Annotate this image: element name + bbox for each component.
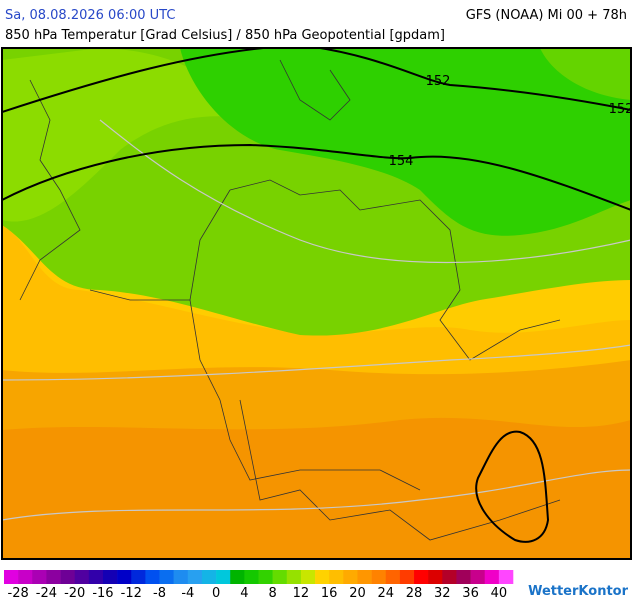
colorbar-tick-label: 8 [268, 586, 276, 600]
colorbar-tick-label: 40 [491, 586, 508, 600]
colorbar-swatch [88, 570, 104, 584]
colorbar-tick-label: -20 [64, 586, 85, 600]
subtitle: 850 hPa Temperatur [Grad Celsius] / 850 … [5, 28, 445, 43]
brand-logo: WetterKontor [528, 584, 629, 599]
colorbar-swatch [456, 570, 471, 584]
colorbar-swatch [173, 570, 189, 584]
colorbar-swatch [300, 570, 316, 584]
colorbar-swatch [258, 570, 273, 584]
model-run: GFS (NOAA) Mi 00 + 78h [466, 8, 627, 23]
isotherms [2, 119, 631, 521]
colorbar-tick-label: 16 [321, 586, 338, 600]
colorbar-tick-label: -4 [181, 586, 194, 600]
colorbar-swatch [442, 570, 457, 584]
colorbar-swatch [385, 570, 401, 584]
colorbar-swatch [428, 570, 443, 584]
contour-label: 152 [609, 102, 633, 117]
colorbar-swatch [74, 570, 90, 584]
temp-region [2, 417, 631, 559]
colorbar-swatch [230, 570, 245, 584]
colorbar-tick-label: -12 [121, 586, 142, 600]
colorbar-tick-label: 24 [377, 586, 394, 600]
colorbar-swatch [60, 570, 75, 584]
contour-label: 152 [426, 74, 451, 89]
temp-region [180, 48, 631, 236]
colorbar-swatch [187, 570, 203, 584]
colorbar-swatch [371, 570, 387, 584]
colorbar-swatch [145, 570, 160, 584]
map: 152 152 154 [1, 47, 633, 560]
colorbar-swatch [117, 570, 132, 584]
colorbar-tick-label: -8 [153, 586, 166, 600]
colorbar-swatch [46, 570, 61, 584]
colorbar-swatch [329, 570, 344, 584]
map-frame [1, 47, 632, 560]
colorbar-swatch [32, 570, 47, 584]
colorbar-tick-label: 36 [462, 586, 479, 600]
colorbar-swatch [286, 570, 302, 584]
colorbar-tick-label: -28 [8, 586, 29, 600]
colorbar-swatch [414, 570, 429, 584]
colorbar: -28 -24 -20 -16 -12 -8 -4 0 4 8 12 16 20 24 28 32 36 40 [4, 570, 514, 600]
geopotential-contours [2, 48, 631, 543]
colorbar-swatch [399, 570, 415, 584]
colorbar-tick-label: 4 [240, 586, 248, 600]
colorbar-tick-label: 28 [406, 586, 423, 600]
colorbar-swatch [131, 570, 146, 584]
contour-label: 154 [389, 154, 414, 169]
colorbar-swatch [201, 570, 217, 584]
temp-region [540, 48, 631, 100]
colorbar-tick-label: 32 [434, 586, 451, 600]
colorbar-swatch [159, 570, 174, 584]
colorbar-swatch [102, 570, 118, 584]
colorbar-swatch [470, 570, 486, 584]
colorbar-swatch [343, 570, 358, 584]
colorbar-tick-label: -16 [92, 586, 113, 600]
colorbar-swatch [4, 570, 19, 584]
colorbar-swatch [216, 570, 231, 584]
colorbar-tick-label: -24 [36, 586, 57, 600]
colorbar-tick-label: 0 [212, 586, 220, 600]
colorbar-swatch [484, 570, 500, 584]
datetime: Sa, 08.08.2026 06:00 UTC [5, 8, 175, 23]
colorbar-swatch [18, 570, 33, 584]
colorbar-swatch [244, 570, 259, 584]
colorbar-swatch [272, 570, 288, 584]
colorbar-swatch [498, 570, 514, 584]
colorbar-swatch [315, 570, 330, 584]
colorbar-tick-label: 20 [349, 586, 366, 600]
colorbar-swatch [357, 570, 372, 584]
borders [19, 59, 561, 541]
colorbar-tick-label: 12 [293, 586, 310, 600]
